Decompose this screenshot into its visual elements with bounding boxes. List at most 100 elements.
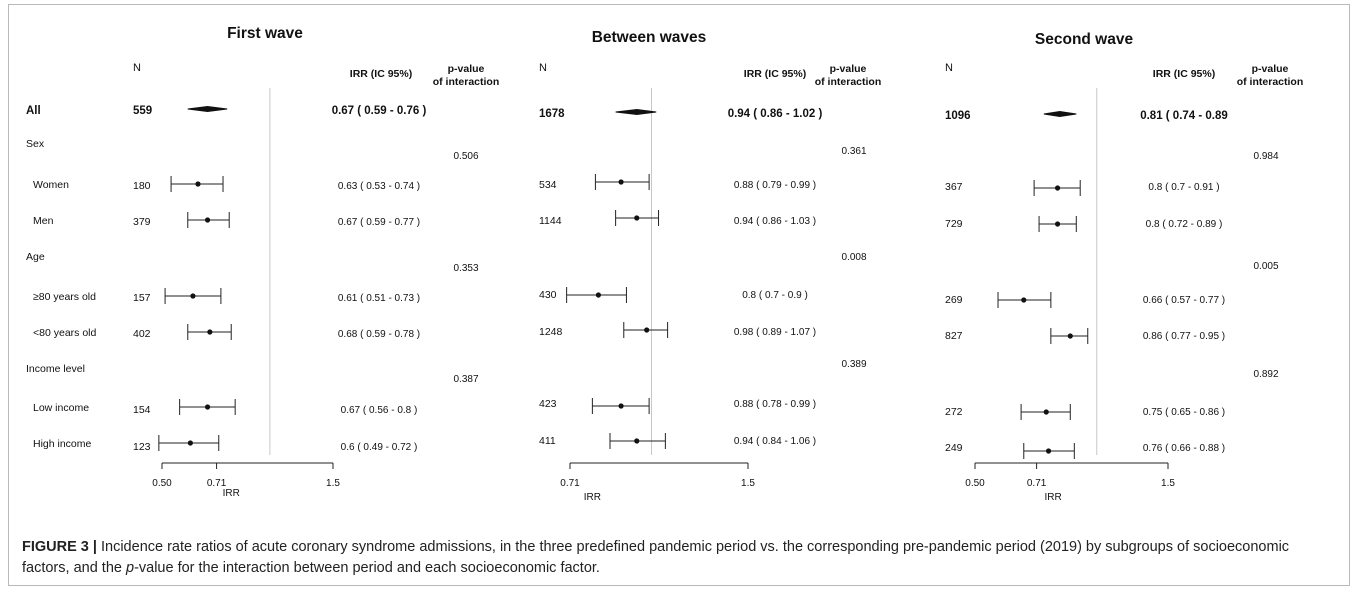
row-label-8: Low income	[33, 402, 89, 414]
n-value-0-0: 559	[133, 105, 152, 117]
irr-label-0-1: 0.63 ( 0.53 - 0.74 )	[338, 181, 420, 192]
x-tick-label-2-2: 1.5	[1161, 478, 1175, 489]
irr-label-1-6: 0.94 ( 0.84 - 1.06 )	[734, 436, 816, 447]
irr-label-0-5: 0.67 ( 0.56 - 0.8 )	[341, 405, 418, 416]
p-value-0-income: 0.387	[453, 374, 478, 385]
irr-label-0-3: 0.61 ( 0.51 - 0.73 )	[338, 293, 420, 304]
irr-label-0-4: 0.68 ( 0.59 - 0.78 )	[338, 329, 420, 340]
n-value-2-0: 1096	[945, 110, 971, 122]
point-estimate-2-4	[1067, 333, 1073, 339]
p-value-0-age: 0.353	[453, 263, 478, 274]
point-estimate-1-5	[618, 403, 624, 409]
figure-frame	[8, 4, 1350, 586]
p-header-line2-0: of interaction	[433, 76, 500, 88]
row-label-5: ≥80 years old	[33, 291, 96, 303]
x-tick-label-1-1: 1.5	[741, 478, 755, 489]
p-header-line1-2: p-value	[1252, 63, 1289, 75]
overall-diamond-1	[615, 108, 657, 116]
x-tick-label-2-1: 0.71	[1027, 478, 1047, 489]
p-header-line1-1: p-value	[830, 63, 867, 75]
point-estimate-1-6	[634, 438, 640, 444]
p-value-1-sex: 0.361	[841, 146, 866, 157]
point-estimate-2-6	[1045, 448, 1052, 454]
n-value-2-2: 729	[945, 218, 963, 230]
figure-label: FIGURE 3 |	[22, 539, 97, 555]
point-estimate-2-5	[1043, 409, 1049, 415]
p-header-line2-2: of interaction	[1237, 76, 1304, 88]
forest-plot: All Sex Women Men Age ≥80 years old <80 years …	[26, 25, 1304, 503]
x-tick-label-0-1: 0.71	[207, 478, 227, 489]
point-estimate-0-6	[187, 440, 193, 446]
point-estimate-2-1	[1054, 185, 1061, 191]
irr-label-2-3: 0.66 ( 0.57 - 0.77 )	[1143, 295, 1225, 306]
n-value-1-6: 411	[539, 435, 556, 447]
n-value-2-4: 827	[945, 330, 963, 342]
p-value-2-sex: 0.984	[1253, 151, 1278, 162]
irr-label-0-2: 0.67 ( 0.59 - 0.77 )	[338, 217, 420, 228]
point-estimate-1-2	[634, 215, 640, 221]
x-axis-label-2: IRR	[1045, 492, 1062, 503]
p-value-2-age: 0.005	[1253, 261, 1278, 272]
panel-title-0: First wave	[227, 25, 303, 42]
row-label-1: Sex	[26, 138, 45, 150]
point-estimate-1-3	[595, 292, 602, 298]
p-value-2-income: 0.892	[1253, 369, 1278, 380]
n-value-2-6: 249	[945, 442, 963, 454]
n-value-0-3: 157	[133, 292, 151, 304]
irr-label-1-2: 0.94 ( 0.86 - 1.03 )	[734, 216, 816, 227]
point-estimate-0-5	[204, 404, 211, 410]
row-label-7: Income level	[26, 363, 85, 375]
irr-header-2: IRR (IC 95%)	[1153, 68, 1215, 80]
irr-label-2-0: 0.81 ( 0.74 - 0.89	[1140, 110, 1228, 122]
n-header-2: N	[945, 62, 953, 74]
n-value-2-3: 269	[945, 294, 963, 306]
irr-label-1-5: 0.88 ( 0.78 - 0.99 )	[734, 399, 816, 410]
row-label-9: High income	[33, 438, 92, 450]
n-header-0: N	[133, 62, 141, 74]
n-value-1-3: 430	[539, 289, 557, 301]
irr-label-1-1: 0.88 ( 0.79 - 0.99 )	[734, 180, 816, 191]
row-label-0: All	[26, 105, 41, 117]
n-value-1-5: 423	[539, 398, 557, 410]
n-header-1: N	[539, 62, 547, 74]
irr-header-0: IRR (IC 95%)	[350, 68, 412, 80]
x-tick-label-0-0: 0.50	[152, 478, 172, 489]
point-estimate-2-3	[1021, 297, 1027, 303]
p-header-line2-1: of interaction	[815, 76, 882, 88]
irr-label-2-5: 0.75 ( 0.65 - 0.86 )	[1143, 407, 1225, 418]
row-label-4: Age	[26, 251, 45, 263]
x-axis-label-1: IRR	[584, 492, 601, 503]
point-estimate-0-1	[195, 181, 201, 187]
overall-diamond-0	[187, 105, 228, 113]
irr-label-1-3: 0.8 ( 0.7 - 0.9 )	[742, 290, 808, 301]
x-axis-label-0: IRR	[223, 488, 240, 499]
irr-label-2-6: 0.76 ( 0.66 - 0.88 )	[1143, 443, 1225, 454]
irr-label-0-0: 0.67 ( 0.59 - 0.76 )	[332, 105, 427, 117]
point-estimate-0-2	[204, 217, 211, 223]
n-value-2-1: 367	[945, 181, 963, 193]
point-estimate-0-3	[190, 293, 196, 299]
n-value-0-5: 154	[133, 404, 151, 416]
irr-label-1-0: 0.94 ( 0.86 - 1.02 )	[728, 108, 823, 120]
x-tick-label-1-0: 0.71	[560, 478, 580, 489]
irr-label-2-4: 0.86 ( 0.77 - 0.95 )	[1143, 331, 1225, 342]
caption-text-1: Incidence rate ratios of acute coronary …	[22, 539, 1290, 576]
irr-label-2-1: 0.8 ( 0.7 - 0.91 )	[1148, 182, 1219, 193]
irr-label-0-6: 0.6 ( 0.49 - 0.72 )	[341, 442, 418, 453]
row-label-6: <80 years old	[33, 327, 96, 339]
row-label-3: Men	[33, 215, 54, 227]
point-estimate-1-1	[618, 179, 624, 185]
n-value-1-1: 534	[539, 179, 557, 191]
figure-caption: FIGURE 3 | Incidence rate ratios of acut…	[22, 537, 1332, 579]
p-value-0-sex: 0.506	[453, 151, 478, 162]
n-value-2-5: 272	[945, 406, 963, 418]
irr-label-1-4: 0.98 ( 0.89 - 1.07 )	[734, 327, 816, 338]
caption-p-italic: p	[125, 560, 135, 576]
n-value-1-0: 1678	[539, 108, 565, 120]
x-tick-label-0-2: 1.5	[326, 478, 340, 489]
point-estimate-0-4	[207, 329, 213, 335]
point-estimate-1-4	[644, 327, 650, 333]
p-value-1-income: 0.389	[841, 359, 866, 370]
panel-title-1: Between waves	[592, 29, 707, 46]
panel-title-2: Second wave	[1035, 31, 1134, 48]
